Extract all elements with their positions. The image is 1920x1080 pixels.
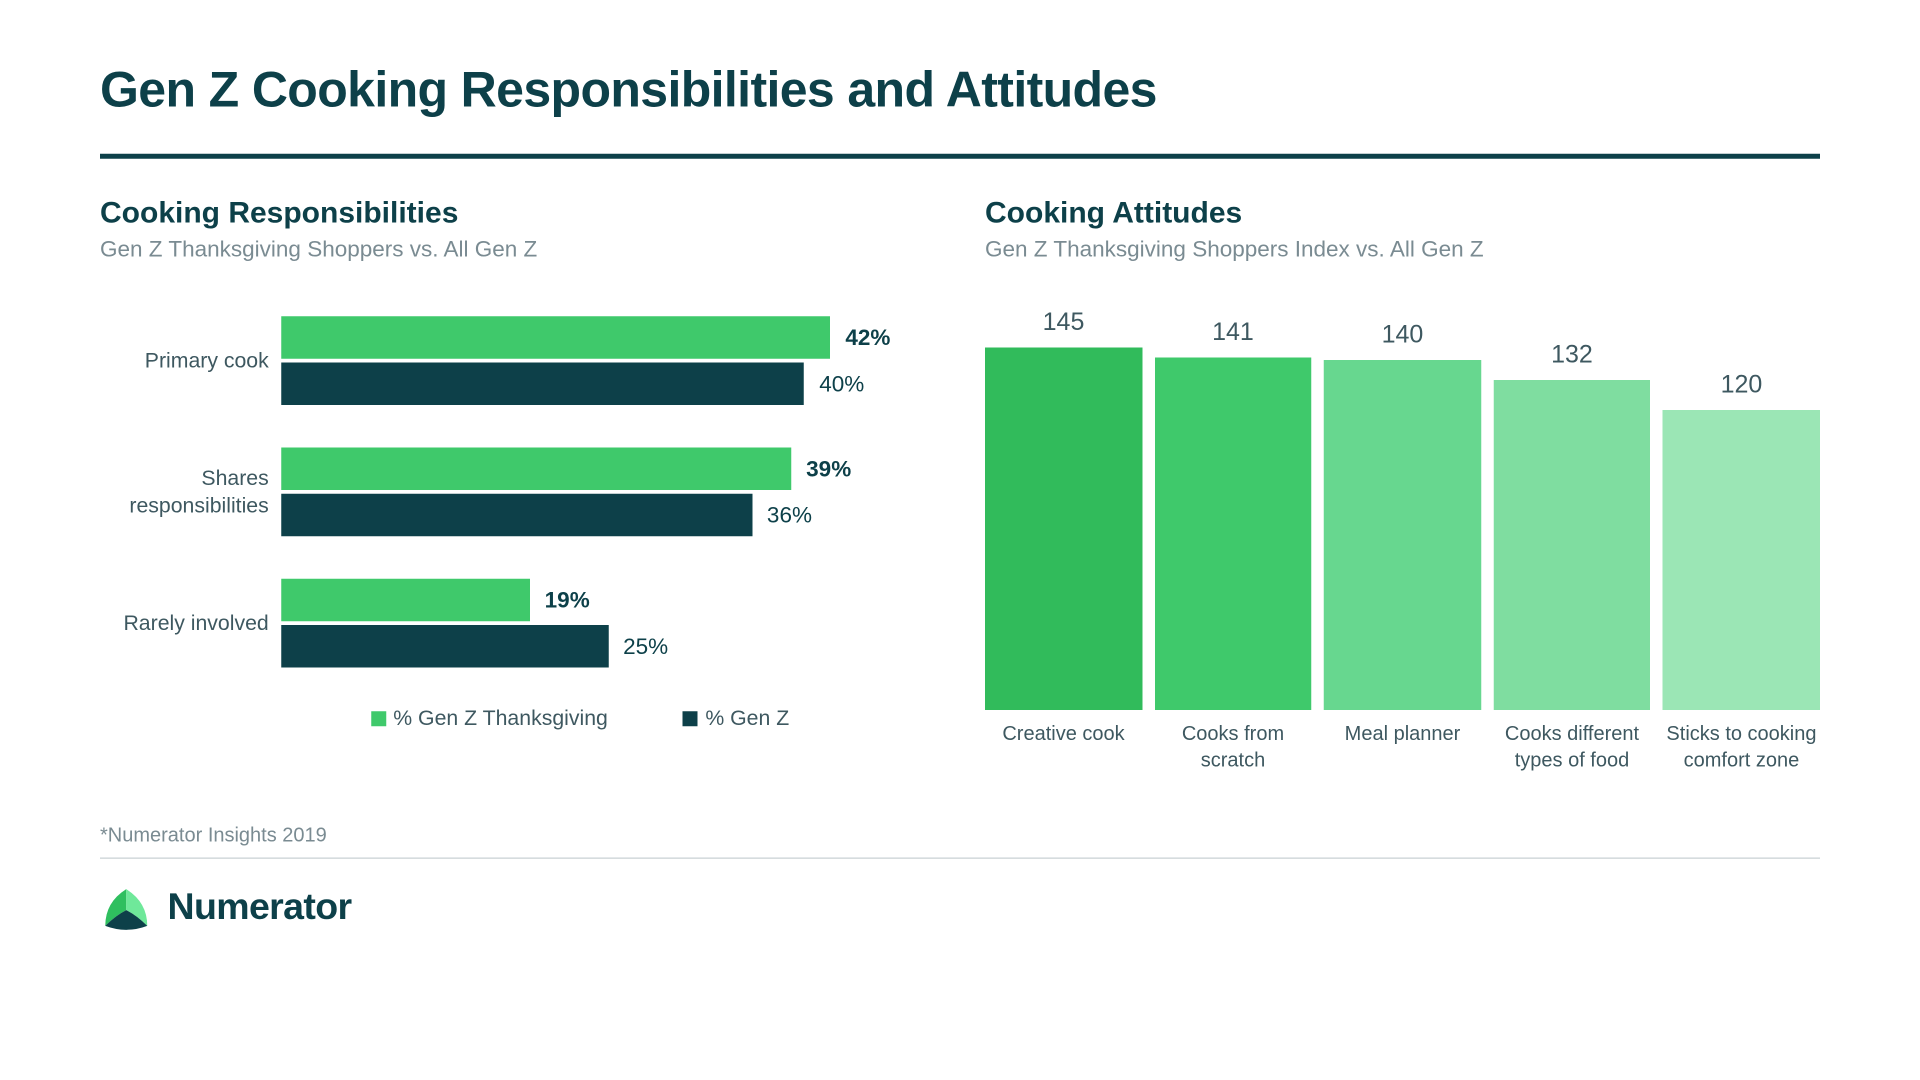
hbar-category-label: Rarely involved: [100, 610, 281, 637]
legend-label: % Gen Z Thanksgiving: [393, 706, 608, 731]
vbar-item: 120 Sticks to cooking comfort zone: [1663, 300, 1820, 775]
vbar-bar: [1154, 358, 1311, 711]
left-chart-section: Cooking Responsibilities Gen Z Thanksgiv…: [100, 196, 935, 775]
numerator-logo-icon: [100, 881, 153, 934]
vbar-chart: 145Creative cook141Cooks from scratch140…: [985, 300, 1820, 775]
hbar-bar-row: 42%: [281, 316, 935, 359]
vbar-category-label: Meal planner: [1345, 723, 1461, 776]
right-chart-subtitle: Gen Z Thanksgiving Shoppers Index vs. Al…: [985, 236, 1820, 262]
vbar-item: 140 Meal planner: [1324, 300, 1481, 775]
hbar-bars-wrap: 19% 25%: [281, 575, 935, 671]
page-title: Gen Z Cooking Responsibilities and Attit…: [100, 63, 1820, 119]
left-chart-subtitle: Gen Z Thanksgiving Shoppers vs. All Gen …: [100, 236, 935, 262]
hbar-value-label: 36%: [767, 502, 812, 528]
hbar-category-label: Primary cook: [100, 347, 281, 374]
hbar-legend: % Gen Z Thanksgiving % Gen Z: [100, 706, 935, 731]
vbar-value-label: 120: [1721, 371, 1763, 400]
hbar-bars-wrap: 42% 40%: [281, 313, 935, 409]
vbar-value-label: 141: [1212, 319, 1254, 348]
brand-logo-text: Numerator: [168, 886, 352, 929]
vbar-category-label: Sticks to cooking comfort zone: [1663, 723, 1820, 776]
hbar-bar: [281, 579, 529, 622]
legend-item: % Gen Z Thanksgiving: [371, 706, 608, 731]
hbar-group: Shares responsibilities 39% 36%: [100, 444, 935, 540]
legend-swatch: [371, 711, 386, 726]
vbar-category-label: Cooks different types of food: [1493, 723, 1650, 776]
legend-label: % Gen Z: [705, 706, 789, 731]
legend-item: % Gen Z: [683, 706, 789, 731]
brand-logo-mark: [100, 881, 153, 934]
vbar-bar: [985, 348, 1142, 711]
hbar-bar: [281, 448, 791, 491]
hbar-bar-row: 39%: [281, 448, 935, 491]
hbar-value-label: 40%: [819, 371, 864, 397]
hbar-bar-row: 36%: [281, 494, 935, 537]
vbar-bar: [1493, 380, 1650, 710]
hbar-value-label: 42%: [845, 324, 890, 350]
hbar-bar-row: 19%: [281, 579, 935, 622]
hbar-category-label: Shares responsibilities: [100, 465, 281, 518]
vbar-category-label: Creative cook: [1002, 723, 1124, 776]
left-chart-title: Cooking Responsibilities: [100, 196, 935, 231]
hbar-bar: [281, 363, 804, 406]
hbar-bar-row: 40%: [281, 363, 935, 406]
vbar-value-label: 145: [1043, 309, 1085, 338]
legend-swatch: [683, 711, 698, 726]
hbar-bars-wrap: 39% 36%: [281, 444, 935, 540]
vbar-bar: [1663, 410, 1820, 710]
title-divider: [100, 154, 1820, 159]
footnote: *Numerator Insights 2019: [100, 825, 1820, 848]
vbar-category-label: Cooks from scratch: [1154, 723, 1311, 776]
hbar-group: Rarely involved 19% 25%: [100, 575, 935, 671]
vbar-item: 132 Cooks different types of food: [1493, 300, 1650, 775]
slide: Gen Z Cooking Responsibilities and Attit…: [0, 0, 1920, 1080]
vbar-item: 141 Cooks from scratch: [1154, 300, 1311, 775]
vbar-value-label: 140: [1382, 321, 1424, 350]
hbar-bar: [281, 625, 608, 668]
vbar-item: 145 Creative cook: [985, 300, 1142, 775]
hbar-bar: [281, 494, 752, 537]
hbar-bar: [281, 316, 830, 359]
hbar-chart: Primary cook 42% 40% Shares responsibilitie…: [100, 300, 935, 671]
hbar-value-label: 25%: [623, 633, 668, 659]
hbar-bar-row: 25%: [281, 625, 935, 668]
hbar-group: Primary cook 42% 40%: [100, 313, 935, 409]
right-chart-section: Cooking Attitudes Gen Z Thanksgiving Sho…: [985, 196, 1820, 775]
hbar-value-label: 19%: [545, 587, 590, 613]
brand-logo: Numerator: [100, 881, 1820, 934]
vbar-bar: [1324, 360, 1481, 710]
charts-row: Cooking Responsibilities Gen Z Thanksgiv…: [100, 196, 1820, 775]
hbar-value-label: 39%: [806, 456, 851, 482]
right-chart-title: Cooking Attitudes: [985, 196, 1820, 231]
vbar-value-label: 132: [1551, 341, 1593, 370]
bottom-rule: [100, 858, 1820, 859]
